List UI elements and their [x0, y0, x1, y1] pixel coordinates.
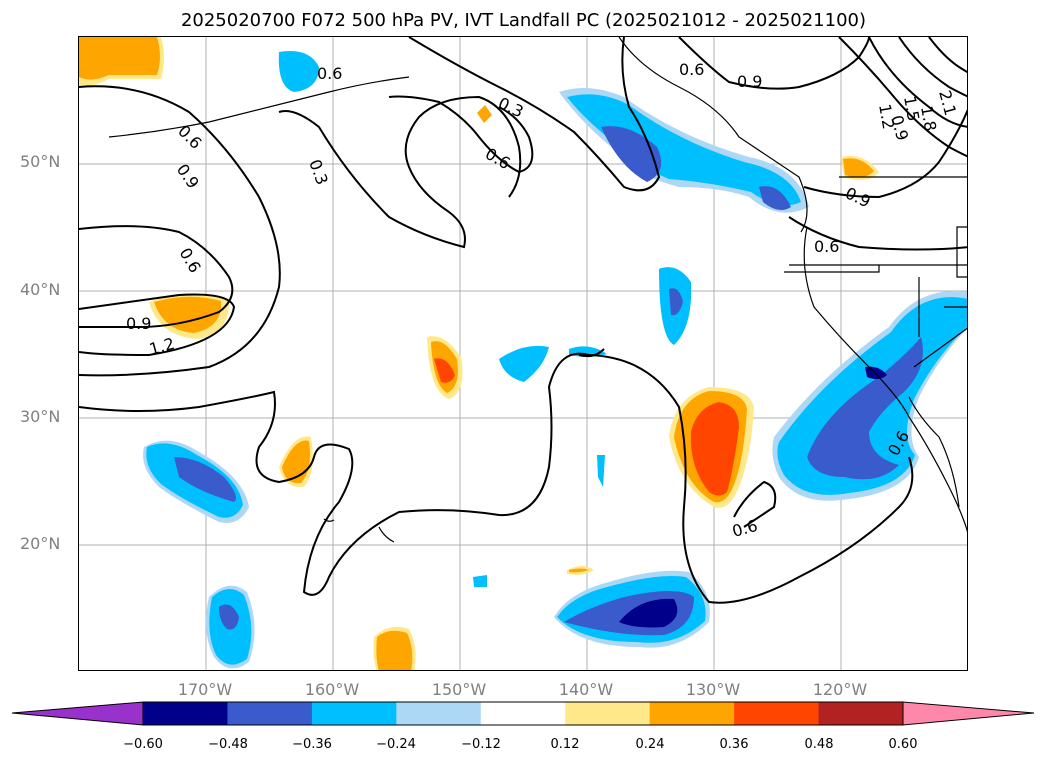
contour-label: 0.9 — [737, 72, 762, 91]
lon-label: 170°W — [177, 680, 233, 699]
colorbar-tick: 0.48 — [804, 737, 834, 752]
contour-label: 2.1 — [935, 88, 960, 118]
contour-label: 0.6 — [730, 516, 760, 541]
lat-label: 40°N — [20, 280, 61, 299]
colorbar-tick: −0.60 — [123, 737, 163, 752]
contour-label: 0.6 — [174, 121, 205, 152]
pv-contours — [79, 37, 967, 604]
shaded-fields — [79, 37, 967, 670]
lon-label: 150°W — [431, 680, 487, 699]
lon-label: 140°W — [558, 680, 614, 699]
colorbar-tick: 0.60 — [888, 737, 918, 752]
colorbar-cell — [818, 702, 904, 725]
lat-label: 20°N — [20, 534, 61, 553]
coastlines — [108, 37, 967, 543]
colorbar-cell — [143, 702, 228, 725]
lon-label: 120°W — [812, 680, 868, 699]
contour-label: 0.9 — [842, 183, 873, 211]
colorbar-tick: 0.36 — [719, 737, 749, 752]
contour-label: 0.6 — [814, 237, 839, 256]
contour-label: 0.6 — [679, 60, 704, 79]
colorbar-tick: −0.48 — [208, 737, 248, 752]
contour-label: 0.3 — [495, 93, 526, 121]
contour-label: 0.6 — [176, 245, 205, 277]
colorbar-extend-low — [11, 701, 144, 726]
lon-label: 160°W — [304, 680, 360, 699]
contour-label: 1.8 — [917, 104, 940, 132]
lat-label: 30°N — [20, 407, 61, 426]
colorbar-cell — [734, 702, 820, 725]
map-canvas: 0.6 0.3 0.6 0.3 0.6 0.9 0.6 0.9 0.6 0.9 … — [79, 37, 967, 670]
lat-label: 50°N — [20, 152, 61, 171]
map-panel: 0.6 0.3 0.6 0.3 0.6 0.9 0.6 0.9 0.6 0.9 … — [78, 36, 968, 671]
contour-label: 1.2 — [875, 102, 898, 130]
contour-label: 0.6 — [317, 64, 342, 83]
colorbar-cell — [649, 702, 735, 725]
colorbar-tick: −0.36 — [292, 737, 332, 752]
contour-label: 1.2 — [147, 334, 177, 359]
colorbar-cell — [311, 702, 397, 725]
contour-label: 0.6 — [482, 144, 514, 173]
colorbar-outline — [142, 701, 904, 726]
colorbar-tick: −0.12 — [461, 737, 501, 752]
colorbar-cell — [565, 702, 651, 725]
contour-label: 0.3 — [305, 157, 332, 187]
colorbar-tick: 0.12 — [550, 737, 580, 752]
colorbar-tick: 0.24 — [635, 737, 665, 752]
colorbar — [11, 701, 1035, 726]
colorbar-tick: −0.24 — [376, 737, 416, 752]
lon-label: 130°W — [685, 680, 741, 699]
colorbar-cell — [480, 702, 566, 725]
figure-title: 2025020700 F072 500 hPa PV, IVT Landfall… — [180, 10, 867, 31]
contour-label: 0.9 — [126, 314, 151, 333]
colorbar-extend-high — [902, 701, 1035, 726]
contour-label: 1.5 — [900, 94, 923, 122]
contour-label: 0.9 — [173, 160, 203, 192]
colorbar-cell — [227, 702, 313, 725]
colorbar-cell — [396, 702, 482, 725]
colorbar-cells — [143, 702, 904, 725]
